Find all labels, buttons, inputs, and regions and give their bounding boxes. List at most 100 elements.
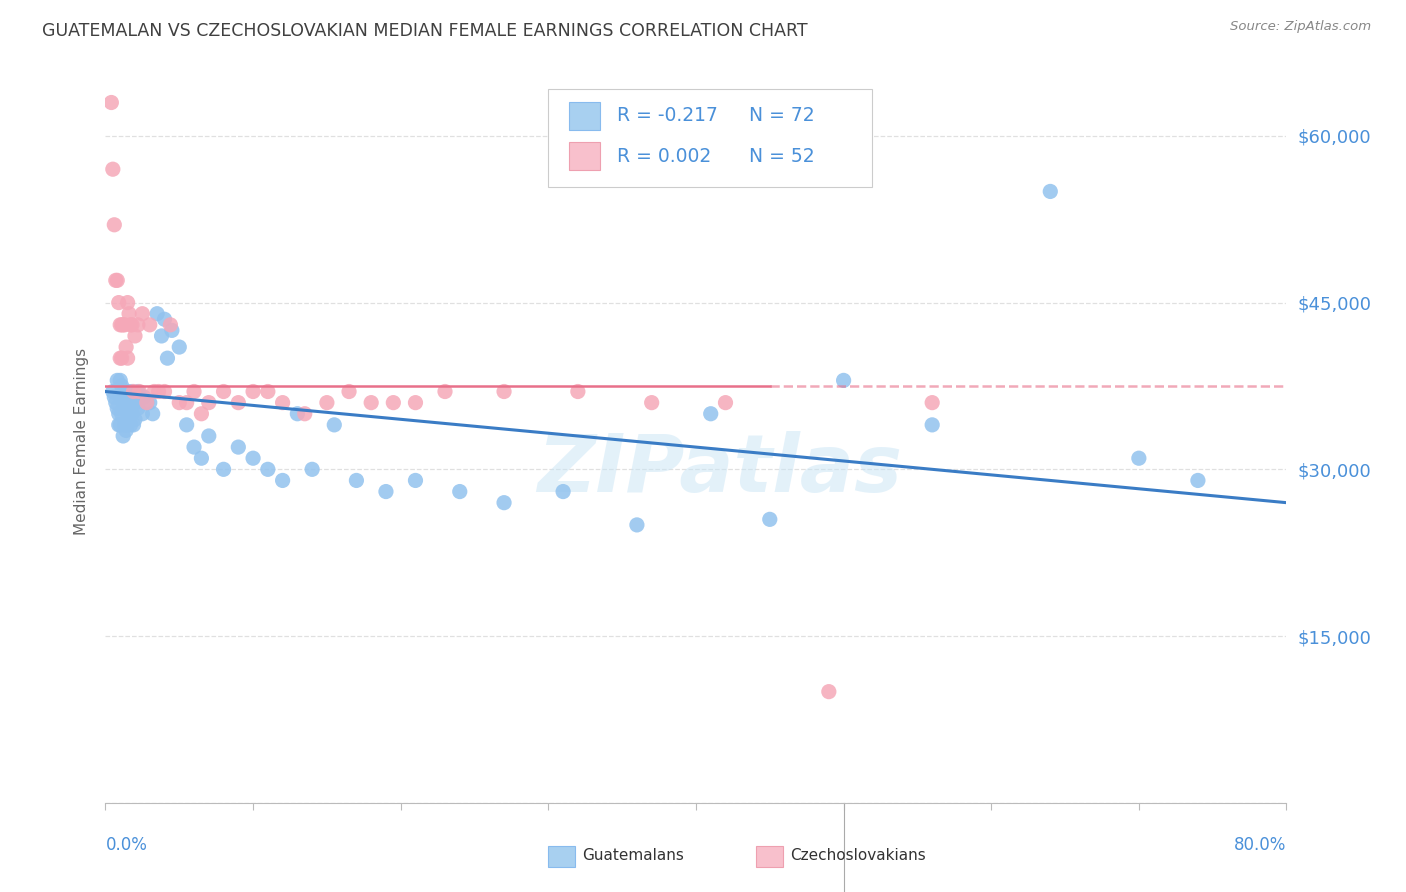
Point: [114, 384, 136, 399]
Point: [153, 312, 176, 326]
Text: N = 52: N = 52: [749, 146, 814, 166]
Point: [103, 390, 125, 404]
Point: [921, 417, 943, 432]
Point: [110, 417, 132, 432]
Point: [256, 462, 278, 476]
Point: [115, 340, 138, 354]
Point: [226, 395, 250, 409]
Text: 80.0%: 80.0%: [1234, 836, 1286, 854]
Point: [153, 384, 176, 399]
Point: [242, 384, 264, 399]
Point: [120, 417, 142, 432]
Point: [714, 395, 737, 409]
Point: [360, 395, 382, 409]
Point: [110, 318, 132, 332]
Point: [127, 401, 149, 416]
Point: [117, 295, 139, 310]
Point: [150, 329, 173, 343]
Point: [1039, 185, 1062, 199]
Point: [921, 395, 943, 409]
Text: 0.0%: 0.0%: [105, 836, 148, 854]
Text: R = 0.002: R = 0.002: [617, 146, 711, 166]
Point: [110, 351, 132, 366]
Point: [107, 407, 129, 421]
Text: N = 72: N = 72: [749, 106, 814, 126]
Point: [120, 395, 142, 409]
Point: [127, 384, 149, 399]
Point: [114, 401, 136, 416]
Point: [127, 318, 149, 332]
Point: [115, 424, 138, 438]
Point: [294, 407, 316, 421]
Point: [105, 373, 128, 387]
Point: [190, 407, 212, 421]
Point: [115, 395, 138, 409]
Point: [817, 684, 839, 698]
Point: [1128, 451, 1150, 466]
Point: [111, 407, 134, 421]
Point: [118, 307, 141, 321]
Point: [271, 395, 294, 409]
Point: [110, 390, 132, 404]
Point: [112, 395, 135, 409]
Point: [111, 318, 134, 332]
Point: [492, 496, 515, 510]
Point: [374, 484, 398, 499]
Point: [131, 407, 153, 421]
Point: [131, 307, 153, 321]
Text: ZIPatlas: ZIPatlas: [537, 432, 903, 509]
Point: [640, 395, 664, 409]
Point: [105, 273, 128, 287]
Point: [110, 373, 132, 387]
Point: [301, 462, 323, 476]
Point: [287, 407, 309, 421]
Point: [100, 95, 122, 110]
Point: [101, 384, 124, 399]
Point: [212, 462, 235, 476]
Text: Czechoslovakians: Czechoslovakians: [790, 848, 927, 863]
Point: [122, 395, 145, 409]
Point: [122, 384, 145, 399]
Point: [135, 395, 157, 409]
Point: [143, 384, 166, 399]
Point: [551, 484, 574, 499]
Point: [118, 412, 141, 426]
Point: [759, 512, 782, 526]
Point: [121, 407, 143, 421]
Point: [197, 395, 219, 409]
Point: [107, 417, 129, 432]
Text: Guatemalans: Guatemalans: [582, 848, 683, 863]
Point: [1187, 474, 1209, 488]
Point: [156, 351, 179, 366]
Point: [111, 351, 134, 366]
Point: [128, 384, 150, 399]
Point: [104, 395, 127, 409]
Point: [146, 307, 169, 321]
Point: [346, 474, 368, 488]
Point: [138, 318, 162, 332]
Point: [699, 407, 723, 421]
Point: [118, 390, 141, 404]
Point: [212, 384, 235, 399]
Text: GUATEMALAN VS CZECHOSLOVAKIAN MEDIAN FEMALE EARNINGS CORRELATION CHART: GUATEMALAN VS CZECHOSLOVAKIAN MEDIAN FEM…: [42, 22, 808, 40]
Point: [114, 417, 136, 432]
Point: [117, 351, 139, 366]
Point: [121, 318, 143, 332]
Point: [112, 318, 135, 332]
Point: [148, 384, 170, 399]
Point: [111, 379, 134, 393]
Point: [117, 384, 139, 399]
Point: [101, 162, 124, 177]
Text: R = -0.217: R = -0.217: [617, 106, 718, 126]
Point: [121, 384, 143, 399]
Point: [449, 484, 471, 499]
Point: [138, 395, 162, 409]
Point: [112, 429, 135, 443]
Point: [107, 295, 129, 310]
Point: [226, 440, 250, 454]
Point: [124, 395, 146, 409]
Point: [124, 329, 146, 343]
Point: [135, 395, 157, 409]
Point: [132, 390, 155, 404]
Point: [176, 395, 198, 409]
